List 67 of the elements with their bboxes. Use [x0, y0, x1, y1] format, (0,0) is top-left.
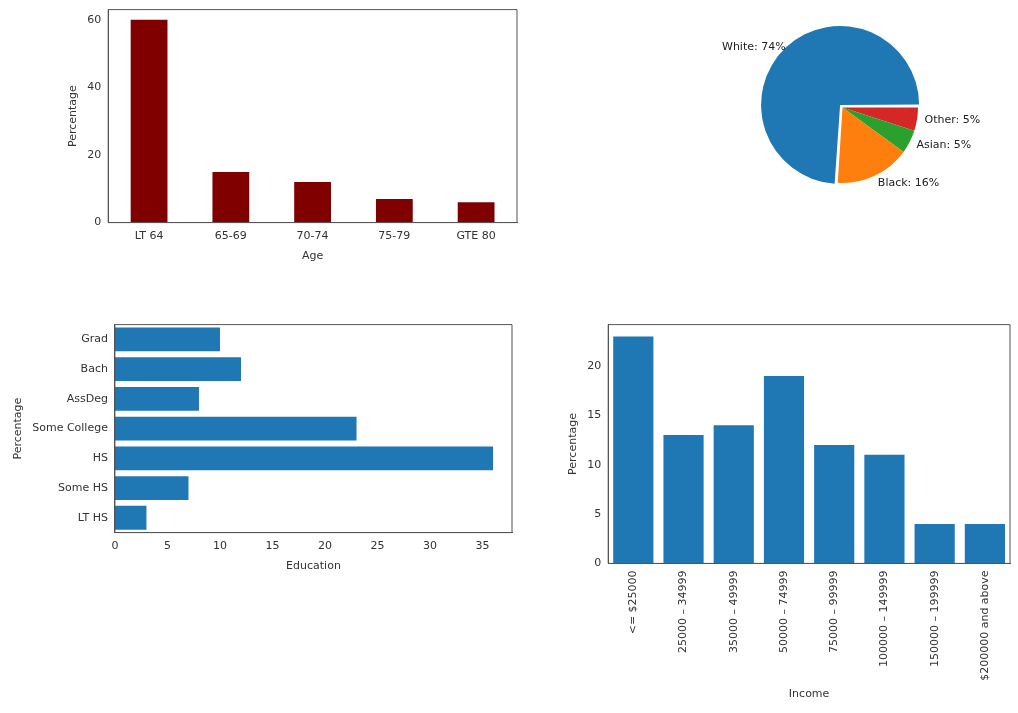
- y-tick-label: 60: [87, 12, 102, 26]
- x-tick-label: 25000 – 34999: [676, 570, 690, 653]
- x-tick-label: $200000 and above: [977, 570, 991, 681]
- bar: [114, 476, 189, 500]
- x-tick-label: 15: [265, 539, 280, 553]
- y-tick-label: 10: [587, 457, 602, 471]
- bar: [114, 387, 199, 411]
- x-tick-label: 150000 – 199999: [927, 570, 941, 667]
- x-tick-label: LT 64: [134, 229, 164, 243]
- bar: [814, 444, 855, 564]
- x-tick-label: 50000 – 74999: [776, 570, 790, 653]
- bar: [964, 523, 1005, 564]
- x-tick-label: <= $25000: [626, 570, 640, 635]
- x-axis-title: Age: [301, 249, 324, 263]
- x-tick-label: 35: [475, 539, 490, 553]
- bar: [294, 182, 331, 223]
- bar: [130, 19, 168, 223]
- bar: [114, 446, 494, 471]
- slice-label: Other: 5%: [924, 113, 981, 127]
- bar: [864, 454, 905, 564]
- bar: [212, 171, 250, 223]
- x-tick-label: 5: [163, 539, 171, 553]
- y-tick-label: HS: [92, 451, 108, 465]
- y-tick-label: 20: [87, 147, 102, 161]
- y-tick-label: AssDeg: [66, 391, 108, 405]
- bar: [613, 336, 654, 564]
- bar: [114, 505, 147, 530]
- x-tick-label: 75000 – 99999: [827, 570, 841, 653]
- bar: [375, 198, 413, 223]
- x-tick-label: 75-79: [378, 229, 411, 243]
- bar: [713, 425, 754, 564]
- x-tick-label: 10: [212, 539, 227, 553]
- bar: [114, 416, 357, 441]
- x-tick-label: 100000 – 149999: [877, 570, 891, 667]
- y-tick-label: 15: [587, 408, 602, 422]
- bar: [114, 327, 220, 352]
- y-axis-title: Percentage: [66, 84, 80, 148]
- x-tick-label: 70-74: [296, 229, 329, 243]
- x-tick-label: 0: [111, 539, 119, 553]
- x-tick-label: GTE 80: [456, 229, 496, 243]
- y-tick-label: Some College: [32, 421, 109, 435]
- y-tick-label: LT HS: [77, 510, 108, 524]
- slice-label: Black: 16%: [877, 175, 940, 189]
- y-tick-label: 0: [94, 215, 102, 229]
- y-axis-title: Percentage: [566, 412, 580, 475]
- y-tick-label: 0: [594, 556, 602, 570]
- y-tick-label: Grad: [81, 332, 108, 346]
- y-tick-label: Some HS: [57, 480, 108, 494]
- x-tick-label: 65-69: [214, 229, 247, 243]
- slice-label: White: 74%: [722, 39, 786, 53]
- bar: [914, 523, 955, 564]
- slice-label: Asian: 5%: [916, 138, 972, 152]
- y-tick-label: 20: [587, 358, 602, 372]
- bar: [763, 375, 805, 564]
- x-tick-label: 25: [370, 539, 385, 553]
- bar: [457, 202, 495, 223]
- y-tick-label: 40: [87, 80, 102, 94]
- bar: [114, 357, 241, 382]
- x-axis-title: Education: [286, 559, 341, 573]
- x-tick-label: 35000 – 49999: [726, 570, 740, 653]
- y-tick-label: 5: [594, 506, 602, 520]
- y-axis-title: Percentage: [11, 397, 25, 460]
- y-tick-label: Bach: [80, 362, 108, 376]
- x-axis-title: Income: [788, 687, 830, 701]
- x-tick-label: 20: [318, 539, 333, 553]
- bar: [663, 435, 704, 564]
- x-tick-label: 30: [423, 539, 438, 553]
